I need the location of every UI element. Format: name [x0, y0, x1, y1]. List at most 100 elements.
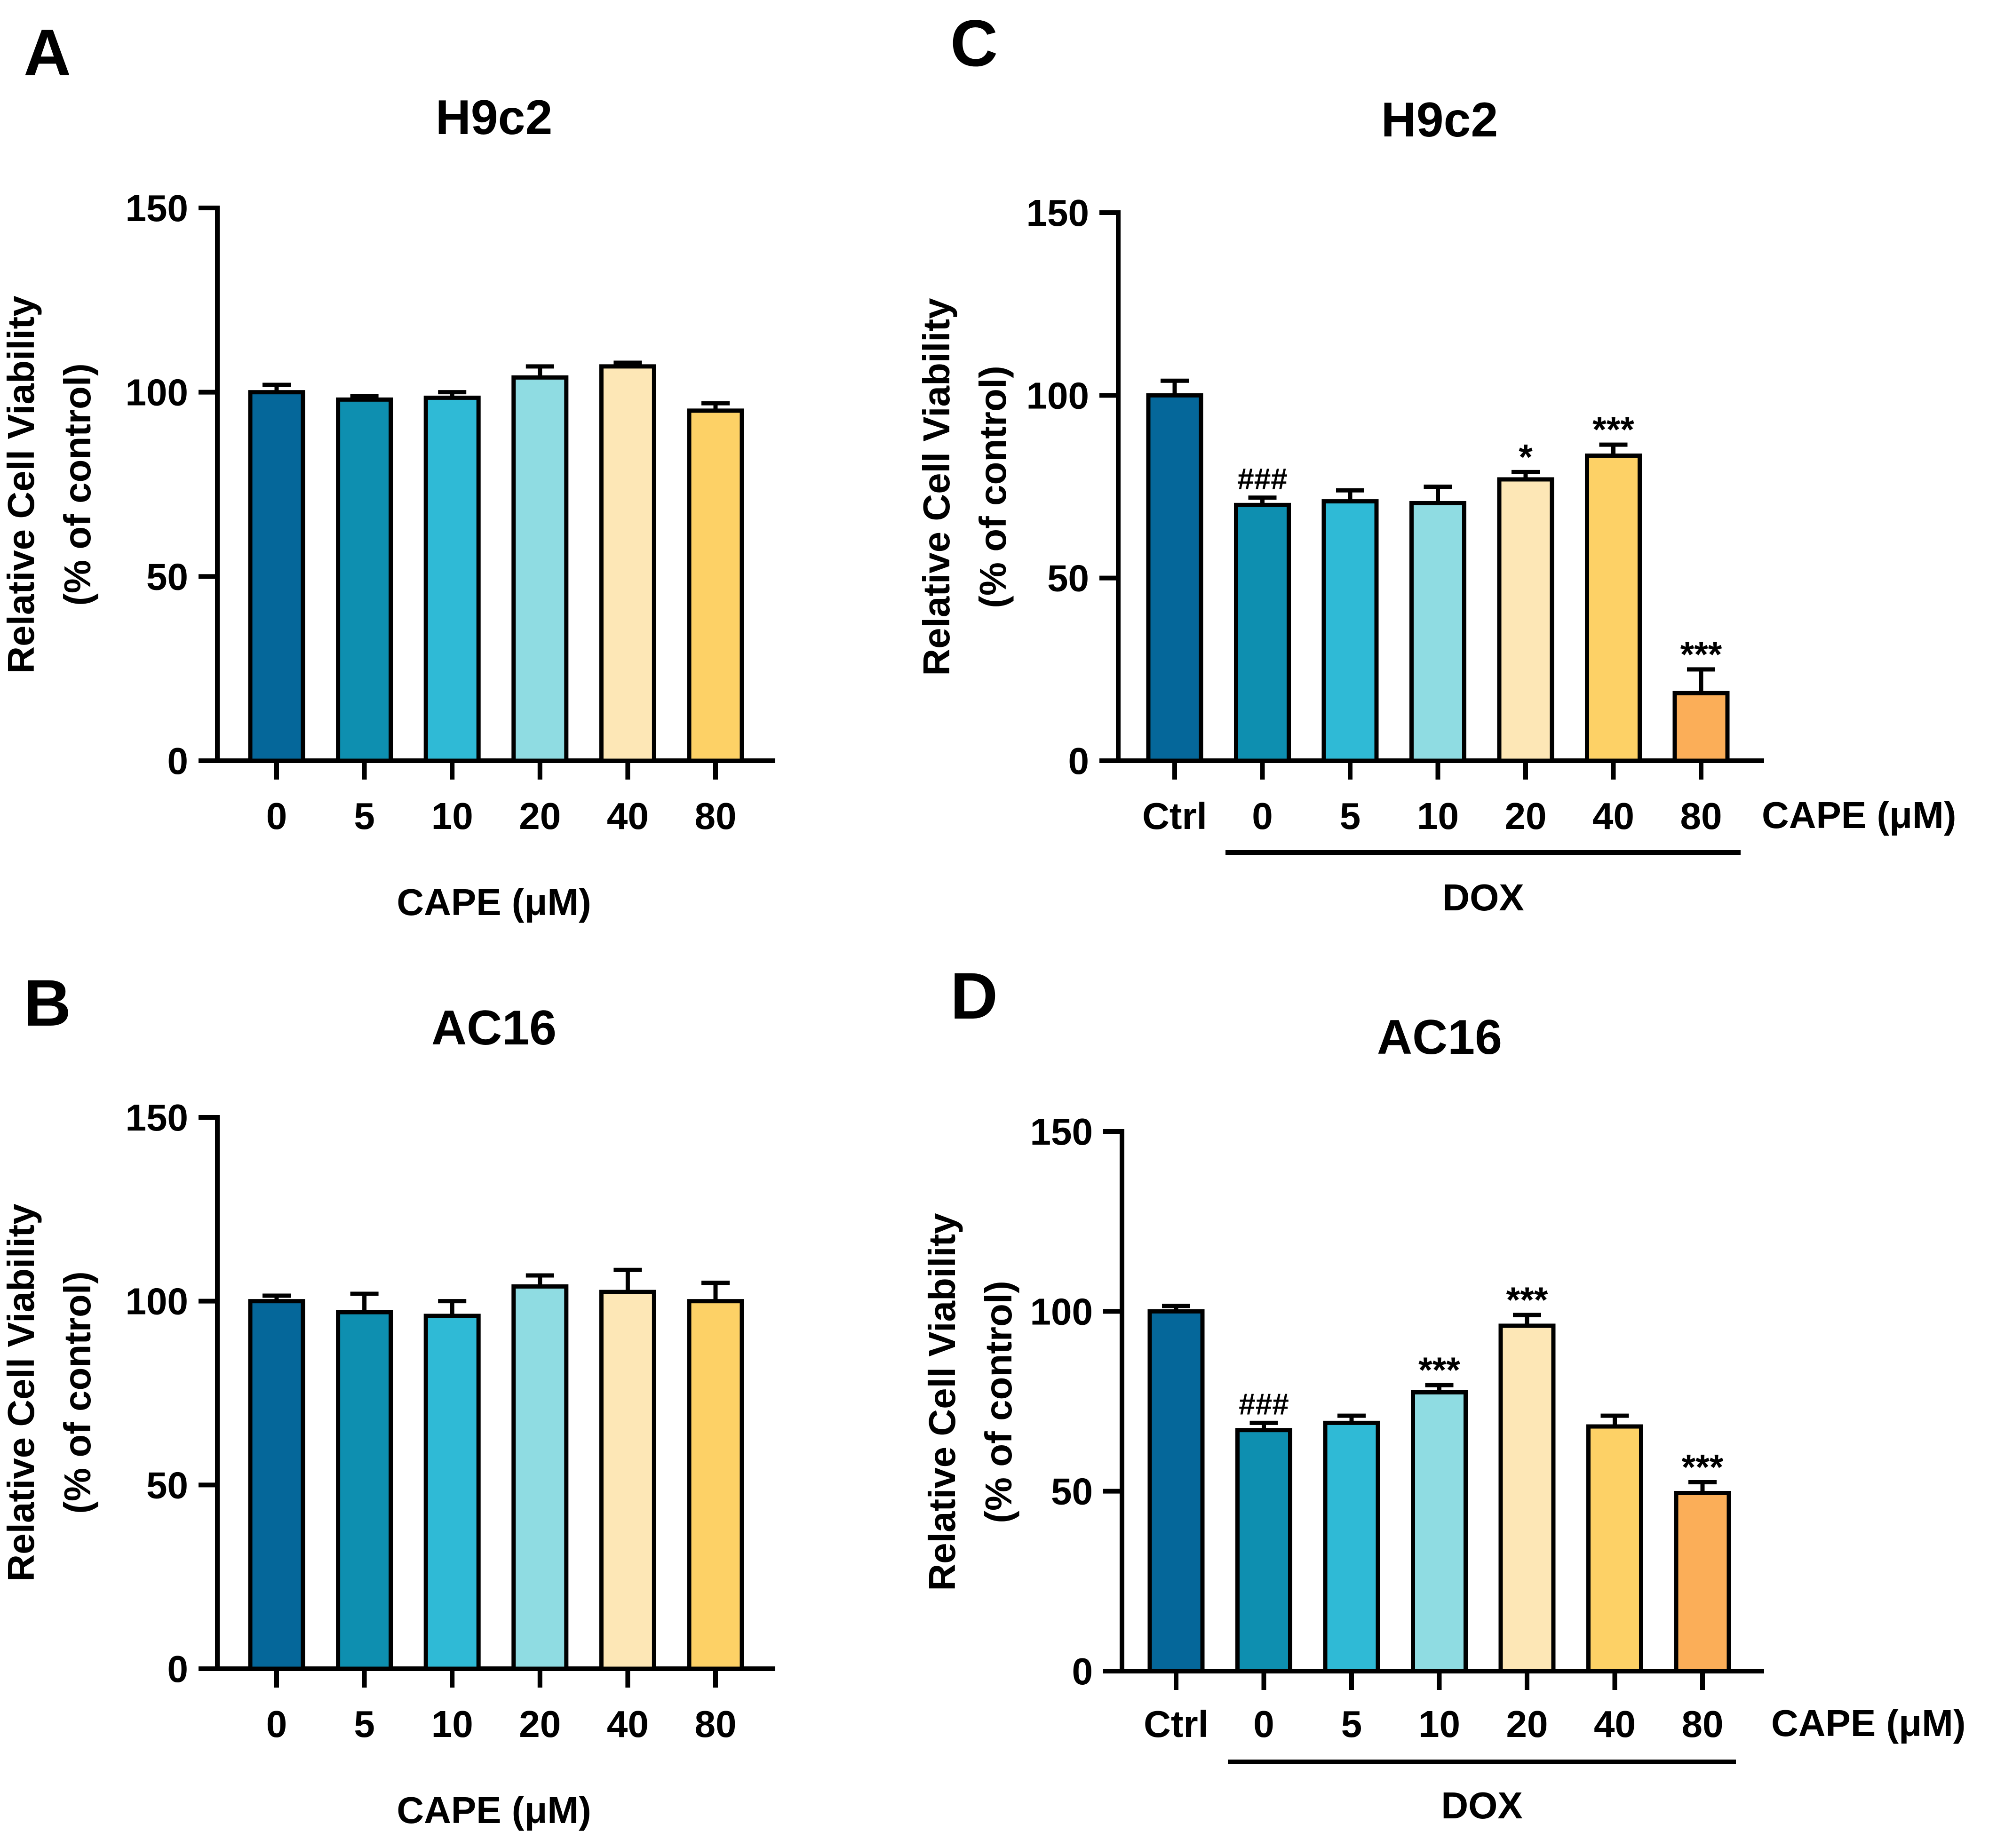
panel-c-title: H9c2: [1381, 93, 1498, 147]
panel-a-xlabel: CAPE (μM): [397, 881, 591, 923]
panel-a-xtick-label: 80: [695, 795, 737, 837]
panel-d-bar-40: [1586, 1424, 1643, 1673]
panel-c-bar-5: [1321, 499, 1379, 763]
panel-b-bar-0: [248, 1299, 305, 1671]
panel-b-xtick-label: 10: [431, 1703, 473, 1745]
panel-a-xtick-label: 20: [519, 795, 561, 837]
panel-d-significance-label: ***: [1418, 1350, 1460, 1390]
panel-b-ytick-label: 50: [146, 1464, 188, 1506]
panel-d-xtick-label: 80: [1682, 1703, 1724, 1745]
panel-c-significance-label: ***: [1680, 635, 1722, 675]
panel-d-xtick-label: Ctrl: [1144, 1703, 1209, 1745]
panel-a-ytick-label: 0: [167, 740, 189, 782]
panel-d-chart: 0 50 100 150 Ctrl 0 ### 5 10 *** 20 *** 40 80 ***: [1030, 1111, 1764, 1745]
panel-b-xtick-label: 80: [695, 1703, 737, 1745]
panel-d-ytick-label: 100: [1030, 1290, 1093, 1332]
panel-d-bar-0: [1235, 1428, 1292, 1673]
panel-a-bar-10: [423, 395, 481, 763]
panel-c-xtick-label: Ctrl: [1142, 795, 1207, 837]
panel-c-xtick-label: 40: [1592, 795, 1634, 837]
panel-d-significance-label: ***: [1682, 1448, 1724, 1488]
panel-a-ytick-label: 150: [126, 187, 188, 229]
panel-b-bar-80: [687, 1299, 744, 1671]
panel-b-bar-20: [511, 1284, 569, 1671]
panel-d-ylabel: Relative Cell Viability: [921, 1213, 963, 1591]
panel-d-significance-label: ###: [1239, 1387, 1289, 1421]
panel-a-ylabel: Relative Cell Viability: [0, 295, 42, 674]
panel-b-ylabel-unit: (% of control): [56, 1271, 98, 1513]
panel-d-bar-5: [1323, 1420, 1380, 1673]
panel-c-ytick-label: 150: [1026, 192, 1089, 234]
panel-a-chart: 0 50 100 150 0 5 10 20 40 80: [126, 187, 775, 837]
panel-a-bar-0: [248, 390, 305, 763]
panel-a-bar-40: [599, 364, 656, 763]
panel-b-ylabel: Relative Cell Viability: [0, 1203, 42, 1582]
panel-d-xtick-label: 5: [1341, 1703, 1362, 1745]
panel-c-ytick-label: 0: [1068, 740, 1090, 782]
panel-c-ylabel-unit: (% of control): [972, 366, 1014, 608]
panel-d-ytick-label: 0: [1072, 1650, 1093, 1692]
panel-a-xtick-label: 0: [266, 795, 287, 837]
panel-b-bar-5: [336, 1310, 393, 1671]
panel-c-significance-label: ***: [1592, 410, 1634, 450]
panel-a-bar-20: [511, 375, 569, 763]
panel-d-cape-label: CAPE (μM): [1771, 1702, 1965, 1744]
panel-b-ytick-label: 0: [167, 1648, 189, 1690]
panel-c-chart: 0 50 100 150 Ctrl 0 ### 5 10 20 * 40 *** 80 ***: [1026, 192, 1764, 837]
panel-b-title: AC16: [431, 1001, 557, 1055]
panel-b-ytick-label: 150: [126, 1097, 188, 1139]
panel-c-significance-label: ###: [1237, 462, 1288, 496]
panel-c-ytick-label: 100: [1026, 374, 1089, 416]
panel-d-title: AC16: [1377, 1010, 1502, 1065]
panel-c-xtick-label: 10: [1417, 795, 1459, 837]
panel-c-bar-40: [1585, 453, 1642, 763]
panel-d-dox-label: DOX: [1441, 1784, 1522, 1826]
panel-c-ytick-label: 50: [1047, 558, 1089, 599]
panel-d-xtick-label: 40: [1594, 1703, 1636, 1745]
panel-d-xtick-label: 0: [1253, 1703, 1274, 1745]
panel-c-ylabel: Relative Cell Viability: [915, 298, 957, 676]
panel-d-bar-10: [1411, 1390, 1468, 1673]
panel-b-bar-40: [599, 1290, 656, 1671]
panel-b-xtick-label: 5: [354, 1703, 375, 1745]
panel-c-bar-Ctrl: [1146, 393, 1203, 763]
panel-b-xtick-label: 0: [266, 1703, 287, 1745]
panel-a-bar-80: [687, 408, 744, 763]
panel-letter-d: D: [950, 959, 998, 1033]
panel-a-xtick-label: 40: [607, 795, 649, 837]
panel-d-ytick-label: 150: [1030, 1111, 1093, 1153]
panel-c-dox-label: DOX: [1442, 876, 1524, 918]
panel-b-bar-10: [423, 1314, 481, 1671]
panel-a-title: H9c2: [436, 90, 553, 145]
panel-letter-a: A: [24, 16, 71, 89]
panel-c-xtick-label: 5: [1340, 795, 1361, 837]
panel-letter-b: B: [24, 966, 71, 1040]
panel-b-xtick-label: 40: [607, 1703, 649, 1745]
panel-c-bar-0: [1234, 502, 1291, 763]
panel-d-bar-20: [1498, 1323, 1556, 1673]
panel-d-bar-Ctrl: [1147, 1309, 1205, 1673]
panel-d-ylabel-unit: (% of control): [978, 1281, 1019, 1523]
panel-a-ytick-label: 50: [146, 556, 188, 597]
panel-c-xtick-label: 20: [1505, 795, 1547, 837]
panel-d-xtick-label: 20: [1506, 1703, 1548, 1745]
panel-c-bar-20: [1497, 477, 1554, 763]
panel-c-significance-label: *: [1519, 437, 1533, 477]
panel-d-xtick-label: 10: [1418, 1703, 1460, 1745]
panel-b-ytick-label: 100: [126, 1281, 188, 1322]
panel-a-bar-5: [336, 397, 393, 763]
panel-d-significance-label: ***: [1506, 1280, 1548, 1320]
panel-c-bar-80: [1672, 691, 1730, 763]
panel-b-xlabel: CAPE (μM): [397, 1789, 591, 1831]
panel-a-xtick-label: 10: [431, 795, 473, 837]
panel-c-cape-label: CAPE (μM): [1762, 794, 1956, 836]
panel-d-bar-80: [1674, 1490, 1731, 1673]
panel-d-ytick-label: 50: [1051, 1471, 1093, 1513]
panel-a-xtick-label: 5: [354, 795, 375, 837]
panel-b-xtick-label: 20: [519, 1703, 561, 1745]
panel-b-chart: 0 50 100 150 0 5 10 20 40 80: [126, 1097, 775, 1745]
panel-a-ytick-label: 100: [126, 372, 188, 414]
panel-letter-c: C: [950, 6, 998, 80]
panel-a-ylabel-unit: (% of control): [56, 363, 98, 605]
